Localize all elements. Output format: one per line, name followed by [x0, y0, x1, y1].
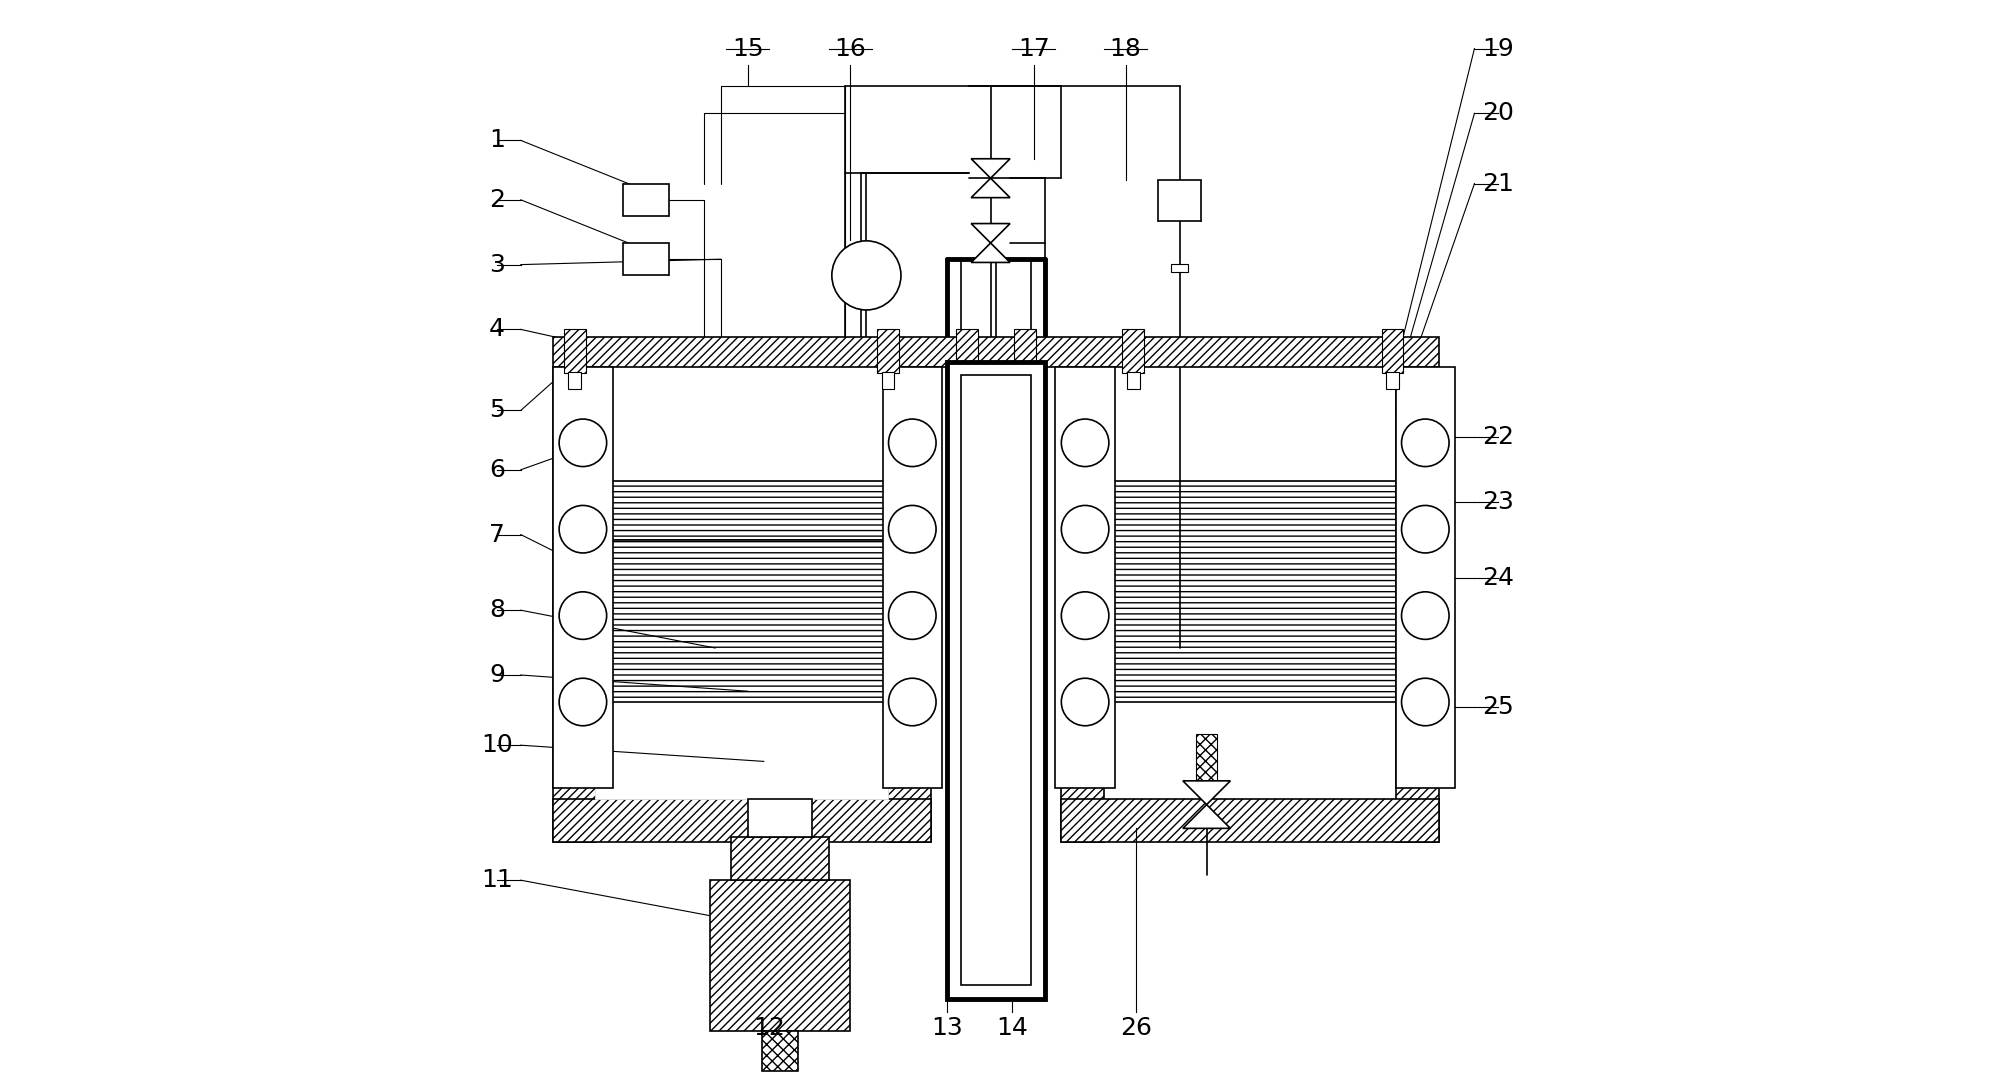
Bar	[596, 540, 888, 702]
Circle shape	[560, 678, 608, 726]
Bar	[1396, 367, 1454, 788]
Polygon shape	[972, 243, 1010, 262]
Bar	[554, 799, 930, 842]
Bar	[1171, 264, 1189, 272]
Text: 1: 1	[490, 129, 506, 152]
Bar	[1396, 367, 1438, 842]
Bar	[1062, 799, 1438, 842]
Text: 26: 26	[1120, 1016, 1153, 1040]
Bar	[1195, 734, 1217, 788]
Bar	[1127, 372, 1139, 389]
Text: 6: 6	[490, 458, 506, 482]
Polygon shape	[1183, 805, 1231, 828]
Circle shape	[833, 241, 900, 310]
Text: 9: 9	[490, 663, 506, 687]
Text: 11: 11	[482, 868, 512, 892]
Circle shape	[560, 505, 608, 553]
Bar	[564, 329, 586, 373]
Bar	[623, 184, 669, 216]
Polygon shape	[972, 178, 1010, 198]
Circle shape	[1402, 592, 1448, 639]
Bar	[1121, 329, 1143, 373]
Bar	[956, 329, 978, 373]
Text: 19: 19	[1482, 37, 1514, 60]
Text: 12: 12	[753, 1016, 785, 1040]
Bar	[554, 367, 596, 842]
Text: 15: 15	[731, 37, 763, 60]
Circle shape	[560, 592, 608, 639]
Bar	[747, 799, 813, 837]
Text: 18: 18	[1110, 37, 1141, 60]
Bar	[568, 372, 582, 389]
Bar	[960, 372, 974, 389]
Circle shape	[888, 505, 936, 553]
Circle shape	[888, 678, 936, 726]
Text: 14: 14	[996, 1016, 1028, 1040]
Text: 25: 25	[1482, 696, 1514, 719]
Text: 17: 17	[1018, 37, 1050, 60]
Bar	[1014, 329, 1036, 373]
Bar	[1104, 481, 1396, 702]
Bar	[1157, 180, 1201, 221]
Text: 3: 3	[490, 253, 506, 276]
Text: 21: 21	[1482, 172, 1514, 195]
Bar	[882, 367, 942, 788]
Polygon shape	[972, 159, 1010, 178]
Bar	[596, 481, 888, 540]
Bar	[962, 375, 1030, 985]
Text: 5: 5	[490, 399, 504, 422]
Bar	[554, 337, 1438, 367]
Circle shape	[888, 592, 936, 639]
Bar	[876, 329, 898, 373]
Circle shape	[1402, 505, 1448, 553]
Bar	[882, 372, 894, 389]
Circle shape	[560, 419, 608, 467]
Text: 20: 20	[1482, 102, 1514, 125]
Circle shape	[1062, 419, 1110, 467]
Text: 16: 16	[835, 37, 867, 60]
Bar	[709, 880, 851, 1031]
Bar	[1018, 372, 1032, 389]
Text: 10: 10	[482, 733, 512, 757]
Circle shape	[1402, 419, 1448, 467]
Bar	[761, 1031, 799, 1071]
Bar	[1382, 329, 1402, 373]
Bar	[623, 243, 669, 275]
Bar	[731, 837, 829, 880]
Text: 22: 22	[1482, 426, 1514, 449]
Text: 8: 8	[490, 598, 506, 622]
Bar	[1062, 367, 1104, 842]
Circle shape	[888, 419, 936, 467]
Bar	[888, 367, 930, 842]
Bar	[554, 367, 614, 788]
Text: 24: 24	[1482, 566, 1514, 590]
Text: 13: 13	[932, 1016, 964, 1040]
Text: 4: 4	[490, 318, 506, 341]
Bar	[948, 362, 1044, 999]
Text: 7: 7	[490, 523, 506, 546]
Circle shape	[1062, 505, 1110, 553]
Bar	[596, 367, 888, 799]
Circle shape	[1062, 678, 1110, 726]
Bar	[1056, 367, 1116, 788]
Text: 23: 23	[1482, 490, 1514, 514]
Circle shape	[1062, 592, 1110, 639]
Text: 2: 2	[490, 188, 506, 212]
Polygon shape	[1183, 781, 1231, 805]
Polygon shape	[972, 224, 1010, 243]
Circle shape	[1402, 678, 1448, 726]
Bar	[1386, 372, 1398, 389]
